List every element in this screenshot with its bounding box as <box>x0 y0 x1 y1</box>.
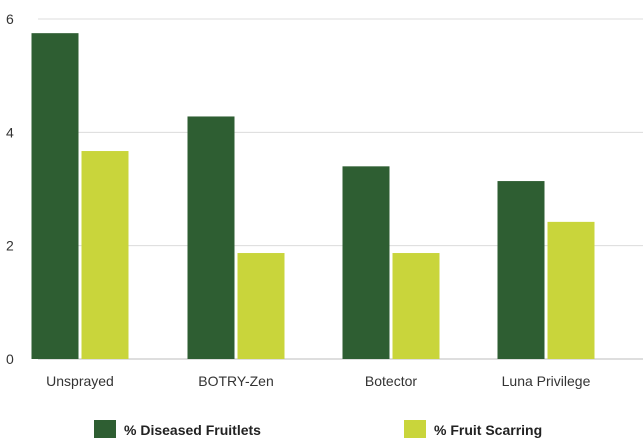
y-tick-label: 0 <box>6 351 14 367</box>
bar-diseased-fruitlets <box>497 181 545 359</box>
legend-swatch <box>94 420 116 438</box>
legend-label: % Fruit Scarring <box>434 422 542 438</box>
bar-fruit-scarring <box>547 221 595 359</box>
legend-swatch <box>404 420 426 438</box>
legend: % Diseased Fruitlets % Fruit Scarring <box>94 420 542 438</box>
legend-label: % Diseased Fruitlets <box>124 422 261 438</box>
bar-fruit-scarring <box>81 151 129 359</box>
bar-fruit-scarring <box>392 253 440 359</box>
bar-diseased-fruitlets <box>31 33 79 360</box>
y-tick-label: 4 <box>6 124 14 140</box>
bar-diseased-fruitlets <box>187 116 235 359</box>
bars <box>31 33 595 360</box>
bar-fruit-scarring <box>237 253 285 359</box>
y-axis-ticks: 0 2 4 6 <box>6 11 14 367</box>
x-category-label: Unsprayed <box>46 373 114 389</box>
x-category-label: BOTRY-Zen <box>198 373 273 389</box>
x-axis-categories: Unsprayed BOTRY-Zen Botector Luna Privilege <box>46 373 590 389</box>
x-category-label: Botector <box>365 373 417 389</box>
x-category-label: Luna Privilege <box>502 373 591 389</box>
y-tick-label: 6 <box>6 11 14 27</box>
y-tick-label: 2 <box>6 238 14 254</box>
bar-diseased-fruitlets <box>342 166 390 359</box>
